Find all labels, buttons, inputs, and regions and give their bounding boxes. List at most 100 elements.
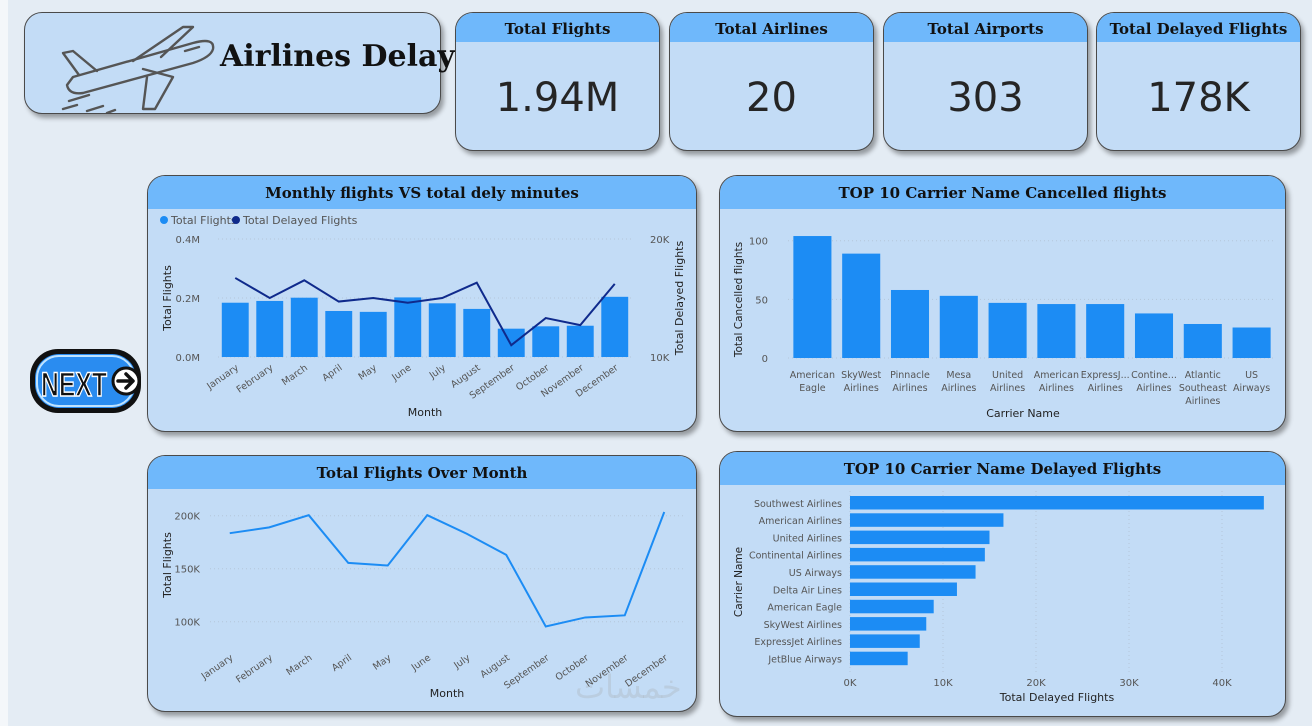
x-tick-label: January: [199, 652, 236, 682]
bar: [394, 297, 422, 357]
bar: [850, 565, 976, 579]
x-tick-label: Airlines: [1088, 383, 1123, 394]
kpi-label: Total Flights: [456, 13, 659, 42]
y-tick-label: United Airlines: [773, 533, 842, 544]
top10-cancelled-card: TOP 10 Carrier Name Cancelled flights 0 5…: [719, 175, 1286, 432]
y-tick-label: JetBlue Airways: [767, 654, 842, 665]
kpi-total-airports: Total Airports 303: [883, 12, 1088, 151]
x-tick-label: February: [234, 652, 275, 685]
legend-marker-delayed-flights: [232, 216, 240, 224]
y-axis-label: Total Flights: [161, 532, 174, 599]
next-button[interactable]: NEXT: [28, 347, 143, 415]
x-tick-label: April: [320, 362, 344, 383]
x-axis-label: Total Delayed Flights: [999, 691, 1115, 704]
y-tick-label: 50: [755, 295, 768, 306]
x-tick-label: American: [1034, 370, 1079, 381]
y-tick-label: 100: [749, 237, 768, 248]
x-tick-label: March: [284, 652, 314, 678]
x-tick-label: February: [235, 362, 276, 395]
y-tick-label: US Airways: [789, 568, 842, 579]
bar: [850, 496, 1264, 510]
x-tick-label: May: [371, 652, 394, 672]
left-strip: [0, 0, 8, 726]
bar: [850, 530, 990, 545]
bar: [850, 634, 920, 648]
x-tick-label: Airlines: [1136, 383, 1171, 394]
x-tick-label: Eagle: [799, 383, 825, 394]
x-tick-label: June: [409, 652, 433, 674]
y-tick-label: Continental Airlines: [749, 551, 842, 562]
legend-label: Total Delayed Flights: [242, 214, 358, 227]
next-button-label: NEXT: [41, 366, 107, 404]
dashboard-title: Airlines Delay: [220, 39, 455, 74]
bar: [601, 296, 629, 357]
bar: [850, 617, 927, 631]
total-flights-over-month-card: Total Flights Over Month 100K 150K 200K Jan…: [147, 455, 697, 712]
x-tick-label: Airlines: [844, 383, 879, 394]
x-tick-label: American: [790, 370, 835, 381]
kpi-label: Total Airlines: [670, 13, 873, 42]
chart-title: Total Flights Over Month: [148, 456, 696, 489]
arrow-right-icon: [111, 366, 141, 396]
y2-axis-label: Total Delayed Flights: [673, 241, 686, 357]
y-tick-label: ExpressJet Airlines: [754, 637, 842, 648]
airplane-icon: [61, 25, 215, 113]
y-tick-label: 200K: [174, 512, 200, 523]
kpi-total-delayed-flights: Total Delayed Flights 178K: [1096, 12, 1301, 151]
x-axis-label: Month: [408, 406, 443, 419]
y-tick-label: Delta Air Lines: [773, 585, 842, 596]
top10-delayed-card: TOP 10 Carrier Name Delayed Flights 0K 10…: [719, 451, 1286, 717]
kpi-total-flights: Total Flights 1.94M: [455, 12, 660, 151]
x-tick-label: 0K: [844, 678, 857, 689]
kpi-value: 303: [947, 75, 1024, 121]
x-tick-label: Pinnacle: [890, 370, 930, 381]
kpi-label: Total Airports: [884, 13, 1087, 42]
kpi-label: Total Delayed Flights: [1097, 13, 1300, 42]
bar: [939, 295, 978, 358]
y-tick-label: 150K: [174, 565, 200, 576]
bar: [850, 582, 957, 596]
bar: [890, 289, 930, 358]
x-tick-label: Mesa: [946, 370, 971, 381]
bar: [290, 297, 318, 357]
legend-marker-total-flights: [160, 216, 168, 224]
total-flights-line: [229, 511, 666, 628]
y-tick-label: American Eagle: [767, 603, 842, 614]
chart-title: Monthly flights VS total dely minutes: [148, 176, 696, 209]
bar: [850, 651, 908, 666]
y2-tick-label: 20K: [650, 235, 670, 246]
kpi-value: 1.94M: [495, 75, 620, 121]
kpi-total-airlines: Total Airlines 20: [669, 12, 874, 151]
x-axis-label: Carrier Name: [986, 407, 1060, 420]
top10-delayed-chart: 0K 10K 20K 30K 40K Southwest Airlines American…: [733, 491, 1264, 704]
bar: [532, 326, 560, 357]
y-axis-label: Total Flights: [161, 265, 174, 332]
monthly-flights-vs-delay-chart: Total Flights Total Delayed Flights 0.0M 0.…: [160, 214, 686, 419]
bar: [463, 308, 491, 357]
monthly-flights-vs-delay-card: Monthly flights VS total dely minutes To…: [147, 175, 697, 432]
bar: [566, 325, 594, 357]
delayed-flights-line: [234, 277, 616, 347]
title-card: Airlines Delay: [24, 12, 455, 114]
bar: [1037, 304, 1076, 358]
bar: [221, 302, 249, 357]
x-tick-label: ExpressJ...: [1081, 370, 1130, 381]
x-tick-label: SkyWest: [841, 370, 881, 381]
bar: [256, 300, 284, 357]
y-tick-label: 0.2M: [175, 294, 200, 305]
top10-cancelled-chart: 0 50 100 American Eagle SkyWest Airlines Pinnac…: [733, 236, 1276, 420]
bar: [1134, 313, 1174, 358]
x-tick-label: Airlines: [990, 383, 1025, 394]
bar: [850, 599, 934, 614]
x-tick-label: April: [330, 652, 354, 673]
x-tick-label: Southeast: [1179, 383, 1227, 394]
x-tick-label: Contine...: [1131, 370, 1177, 381]
bar: [1232, 327, 1271, 358]
y-tick-label: American Airlines: [759, 516, 842, 527]
legend-label: Total Flights: [170, 214, 237, 227]
x-tick-label: May: [357, 362, 380, 382]
x-tick-label: 30K: [1119, 678, 1139, 689]
x-tick-label: Airways: [1233, 383, 1270, 394]
x-tick-label: 20K: [1026, 678, 1046, 689]
